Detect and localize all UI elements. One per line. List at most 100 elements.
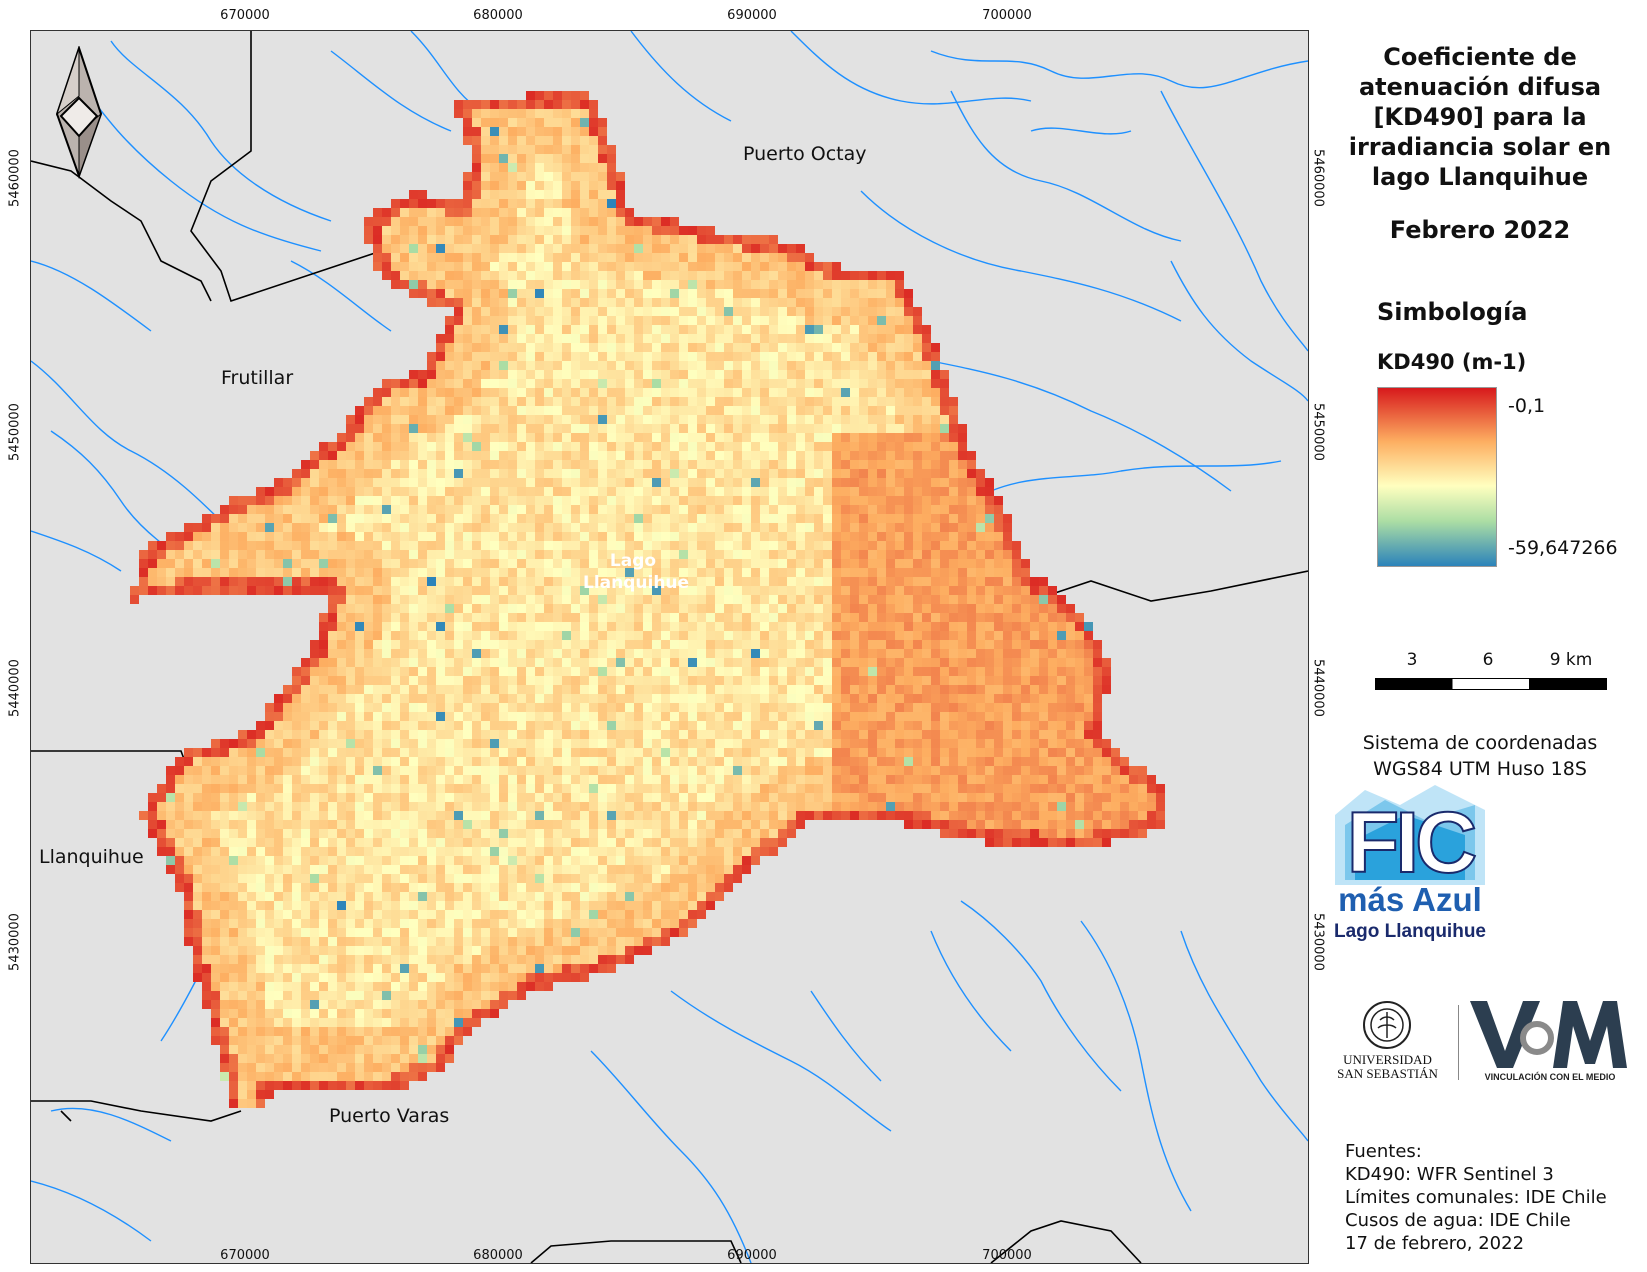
raster-cell: [805, 532, 814, 541]
raster-cell: [481, 217, 490, 226]
raster-cell: [400, 433, 409, 442]
raster-cell: [769, 334, 778, 343]
raster-cell: [1003, 604, 1012, 613]
raster-cell: [436, 586, 445, 595]
raster-cell: [850, 658, 859, 667]
raster-cell: [571, 739, 580, 748]
raster-cell: [859, 577, 868, 586]
raster-cell: [760, 712, 769, 721]
raster-cell: [400, 694, 409, 703]
raster-cell: [463, 514, 472, 523]
raster-cell: [526, 226, 535, 235]
raster-cell: [985, 676, 994, 685]
raster-cell: [688, 397, 697, 406]
raster-cell: [1039, 676, 1048, 685]
raster-cell: [517, 352, 526, 361]
raster-cell: [445, 235, 454, 244]
raster-cell: [562, 280, 571, 289]
raster-cell: [967, 586, 976, 595]
raster-cell: [463, 658, 472, 667]
raster-cell: [166, 577, 175, 586]
raster-cell: [274, 505, 283, 514]
raster-cell: [643, 361, 652, 370]
raster-cell: [535, 460, 544, 469]
raster-cell: [832, 460, 841, 469]
raster-cell: [931, 622, 940, 631]
raster-cell: [472, 145, 481, 154]
raster-cell: [571, 523, 580, 532]
raster-cell: [265, 496, 274, 505]
raster-cell: [697, 604, 706, 613]
raster-cell: [589, 721, 598, 730]
raster-cell: [661, 379, 670, 388]
raster-cell: [301, 478, 310, 487]
raster-cell: [724, 568, 733, 577]
raster-cell: [436, 199, 445, 208]
raster-cell: [499, 118, 508, 127]
raster-cell: [229, 748, 238, 757]
raster-cell: [976, 622, 985, 631]
raster-cell: [436, 271, 445, 280]
raster-cell: [805, 496, 814, 505]
raster-cell: [850, 361, 859, 370]
raster-cell: [535, 469, 544, 478]
raster-cell: [886, 550, 895, 559]
raster-cell: [643, 325, 652, 334]
raster-cell: [292, 487, 301, 496]
raster-cell: [508, 460, 517, 469]
raster-cell: [823, 271, 832, 280]
raster-cell: [796, 541, 805, 550]
raster-cell: [571, 514, 580, 523]
raster-cell: [985, 667, 994, 676]
raster-cell: [418, 676, 427, 685]
raster-cell: [229, 757, 238, 766]
raster-cell: [535, 145, 544, 154]
raster-cell: [364, 766, 373, 775]
raster-cell: [553, 766, 562, 775]
raster-cell: [643, 703, 652, 712]
raster-cell: [850, 685, 859, 694]
raster-cell: [994, 613, 1003, 622]
raster-cell: [895, 442, 904, 451]
raster-cell: [454, 550, 463, 559]
raster-cell: [634, 253, 643, 262]
raster-cell: [760, 658, 769, 667]
raster-cell: [544, 334, 553, 343]
raster-cell: [1048, 739, 1057, 748]
raster-cell: [445, 703, 454, 712]
raster-cell: [346, 685, 355, 694]
raster-cell: [733, 406, 742, 415]
raster-cell: [715, 532, 724, 541]
raster-cell: [742, 667, 751, 676]
raster-cell: [661, 748, 670, 757]
raster-cell: [1030, 586, 1039, 595]
raster-cell: [481, 550, 490, 559]
raster-cell: [625, 496, 634, 505]
raster-cell: [301, 667, 310, 676]
raster-cell: [715, 298, 724, 307]
raster-cell: [202, 559, 211, 568]
raster-cell: [535, 154, 544, 163]
raster-cell: [472, 280, 481, 289]
raster-cell: [688, 721, 697, 730]
raster-cell: [562, 226, 571, 235]
raster-cell: [580, 622, 589, 631]
raster-cell: [1030, 622, 1039, 631]
raster-cell: [922, 487, 931, 496]
raster-cell: [535, 487, 544, 496]
raster-cell: [535, 532, 544, 541]
raster-cell: [859, 460, 868, 469]
raster-cell: [913, 505, 922, 514]
raster-cell: [904, 316, 913, 325]
raster-cell: [562, 271, 571, 280]
raster-cell: [445, 433, 454, 442]
raster-cell: [589, 343, 598, 352]
raster-cell: [877, 271, 886, 280]
raster-cell: [436, 712, 445, 721]
raster-cell: [445, 262, 454, 271]
raster-cell: [706, 640, 715, 649]
raster-cell: [841, 676, 850, 685]
raster-cell: [508, 694, 517, 703]
raster-cell: [787, 343, 796, 352]
raster-cell: [301, 766, 310, 775]
